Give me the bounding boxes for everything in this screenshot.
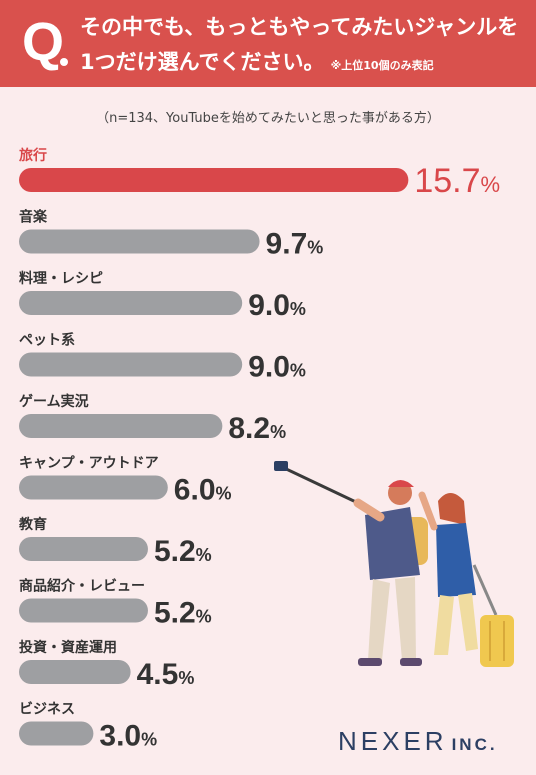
category-label: ゲーム実況: [19, 393, 89, 410]
question-line-2-text: 1つだけ選んでください。: [80, 50, 325, 74]
question-line-2: 1つだけ選んでください。 ※上位10個のみ表記: [80, 46, 434, 76]
q-dot: [60, 58, 68, 66]
value-label: 9.7%: [266, 228, 324, 261]
category-label: キャンプ・アウトドア: [19, 456, 159, 472]
sample-note: （n=134、YouTubeを始めてみたいと思った事がある方）: [96, 111, 440, 126]
category-label: ビジネス: [19, 702, 75, 718]
bar: [19, 291, 243, 315]
bar: [19, 168, 409, 192]
value-label: 4.5%: [137, 658, 195, 691]
value-label: 15.7%: [414, 162, 500, 200]
bar: [19, 598, 148, 623]
value-label: 3.0%: [99, 720, 157, 753]
bar: [19, 537, 148, 561]
travelers-illustration: [274, 461, 514, 667]
category-label: 音楽: [19, 209, 48, 226]
bar: [19, 229, 260, 254]
bar: [19, 414, 223, 438]
category-label: 商品紹介・レビュー: [19, 578, 145, 595]
q-mark: Q: [22, 12, 65, 72]
value-label: 9.0%: [248, 351, 306, 384]
question-line-1: その中でも、もっともやってみたいジャンルを: [80, 15, 519, 39]
bar: [19, 721, 94, 746]
bar: [19, 352, 243, 377]
value-label: 9.0%: [248, 289, 306, 322]
bar: [19, 660, 131, 684]
logo-name: NEXER: [338, 726, 448, 756]
question-header: Q その中でも、もっともやってみたいジャンルを 1つだけ選んでください。 ※上位1…: [0, 0, 536, 87]
category-label: 教育: [19, 516, 47, 533]
bar: [19, 475, 168, 500]
value-label: 6.0%: [174, 474, 232, 507]
question-note: ※上位10個のみ表記: [330, 59, 434, 72]
category-label: 投資・資産運用: [19, 639, 117, 656]
logo-suffix: INC.: [451, 735, 498, 754]
nexer-logo: NEXER INC.: [338, 726, 498, 757]
value-label: 8.2%: [228, 412, 286, 445]
value-label: 5.2%: [154, 597, 212, 630]
category-label: 料理・レシピ: [19, 270, 103, 287]
category-label: ペット系: [19, 332, 75, 349]
category-label: 旅行: [19, 147, 47, 164]
value-label: 5.2%: [154, 535, 212, 568]
